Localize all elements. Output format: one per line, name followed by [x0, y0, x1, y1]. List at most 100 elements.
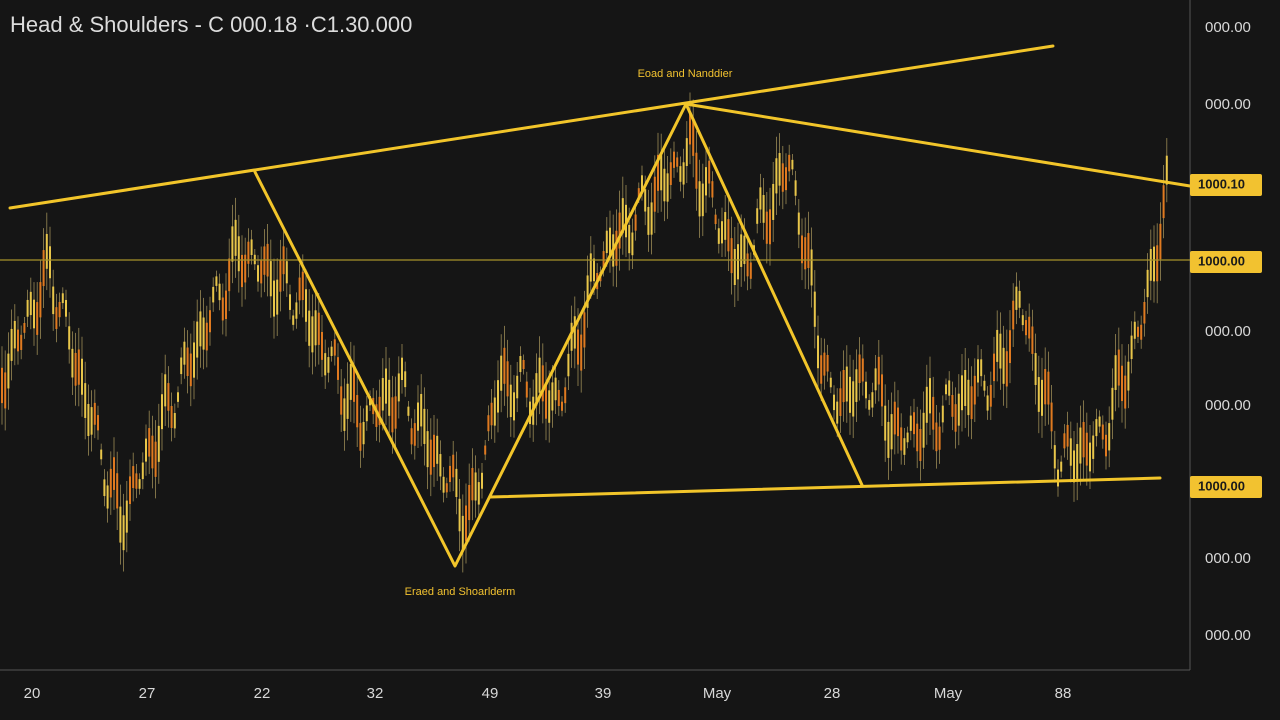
candle-body	[257, 265, 259, 282]
descending-line	[684, 102, 1192, 188]
candle-body	[849, 376, 851, 413]
candle-body	[519, 356, 522, 373]
candle-body	[887, 421, 890, 458]
candle-body	[503, 347, 506, 384]
candle-body	[628, 224, 631, 254]
candle-body	[36, 302, 39, 335]
candle-body	[1079, 427, 1082, 464]
candle-body	[1156, 245, 1159, 282]
candle-body	[1021, 315, 1024, 326]
candle-body	[13, 320, 16, 349]
candle-body	[1098, 416, 1101, 427]
candle-body	[900, 427, 903, 451]
candle-body	[637, 188, 640, 198]
candle-body	[730, 238, 733, 274]
candle-body	[871, 392, 874, 408]
candle-body	[490, 402, 493, 426]
candle-body	[881, 374, 883, 407]
candle-body	[845, 366, 848, 402]
candle-body	[1137, 326, 1139, 337]
candle-body	[1063, 433, 1066, 449]
candle-body	[695, 152, 698, 189]
candle-body	[1165, 155, 1168, 185]
bottom-annotation: Eraed and Shoarlderm	[405, 586, 516, 598]
candle-body	[362, 421, 365, 445]
candle-body	[1143, 301, 1146, 324]
candle-body	[394, 396, 397, 429]
candle-body	[641, 175, 643, 192]
candle-body	[573, 316, 576, 349]
candle-body	[685, 138, 688, 166]
candle-body	[109, 468, 112, 498]
candle-body	[1060, 461, 1063, 472]
candle-body	[298, 277, 301, 301]
candle-body	[292, 315, 295, 325]
candle-body	[23, 322, 26, 333]
candle-body	[353, 366, 355, 402]
candle-body	[647, 206, 650, 235]
candle-body	[1127, 361, 1130, 391]
candle-body	[909, 415, 912, 431]
candle-body	[500, 355, 503, 391]
time-label: 32	[367, 685, 384, 702]
candle-body	[477, 482, 480, 505]
candle-body	[1012, 300, 1015, 330]
candle-body	[471, 467, 474, 501]
candle-body	[276, 279, 279, 315]
candle-body	[145, 438, 147, 462]
candle-body	[999, 333, 1002, 369]
candle-body	[951, 394, 954, 417]
candle-body	[759, 187, 762, 210]
price-label: 000.00	[1205, 550, 1251, 567]
price-label: 000.00	[1205, 627, 1251, 644]
candle-body	[84, 383, 87, 418]
candle-body	[967, 379, 970, 416]
candle-body	[1025, 320, 1027, 336]
candle-body	[356, 395, 359, 428]
candle-body	[970, 386, 973, 420]
candle-body	[42, 250, 45, 287]
candle-body	[385, 368, 387, 404]
candle-body	[449, 465, 451, 482]
candle-body	[673, 151, 675, 168]
candle-body	[215, 276, 218, 286]
candle-body	[407, 406, 410, 416]
candle-body	[865, 381, 867, 399]
candle-body	[1028, 316, 1031, 339]
time-label: 22	[254, 685, 271, 702]
candle-body	[487, 415, 490, 432]
candle-body	[33, 299, 35, 329]
candle-body	[1146, 269, 1149, 298]
candle-body	[660, 155, 663, 191]
candle-body	[359, 422, 362, 451]
candle-body	[823, 352, 826, 376]
candle-body	[410, 428, 413, 445]
candle-body	[269, 261, 272, 297]
candle-body	[653, 176, 656, 212]
candle-body	[535, 373, 538, 406]
candle-body	[983, 380, 986, 391]
candle-body	[884, 405, 887, 441]
candle-body	[241, 254, 243, 288]
candle-body	[506, 361, 509, 397]
candle-body	[103, 479, 106, 497]
candle-body	[173, 413, 176, 429]
candle-body	[327, 357, 330, 373]
candle-body	[1092, 435, 1095, 459]
candle-body	[705, 167, 707, 196]
candle-body	[663, 168, 666, 202]
price-tag	[1190, 476, 1262, 498]
candle-body	[273, 280, 275, 317]
candle-body	[247, 241, 250, 264]
candle-body	[244, 254, 247, 283]
candle-body	[343, 398, 346, 431]
candle-body	[855, 369, 858, 402]
candle-body	[423, 408, 426, 444]
candle-body	[727, 219, 730, 252]
candle-body	[365, 405, 368, 422]
candle-body	[445, 483, 448, 493]
candle-body	[324, 353, 327, 376]
candle-body	[557, 389, 560, 407]
candle-body	[170, 405, 173, 428]
